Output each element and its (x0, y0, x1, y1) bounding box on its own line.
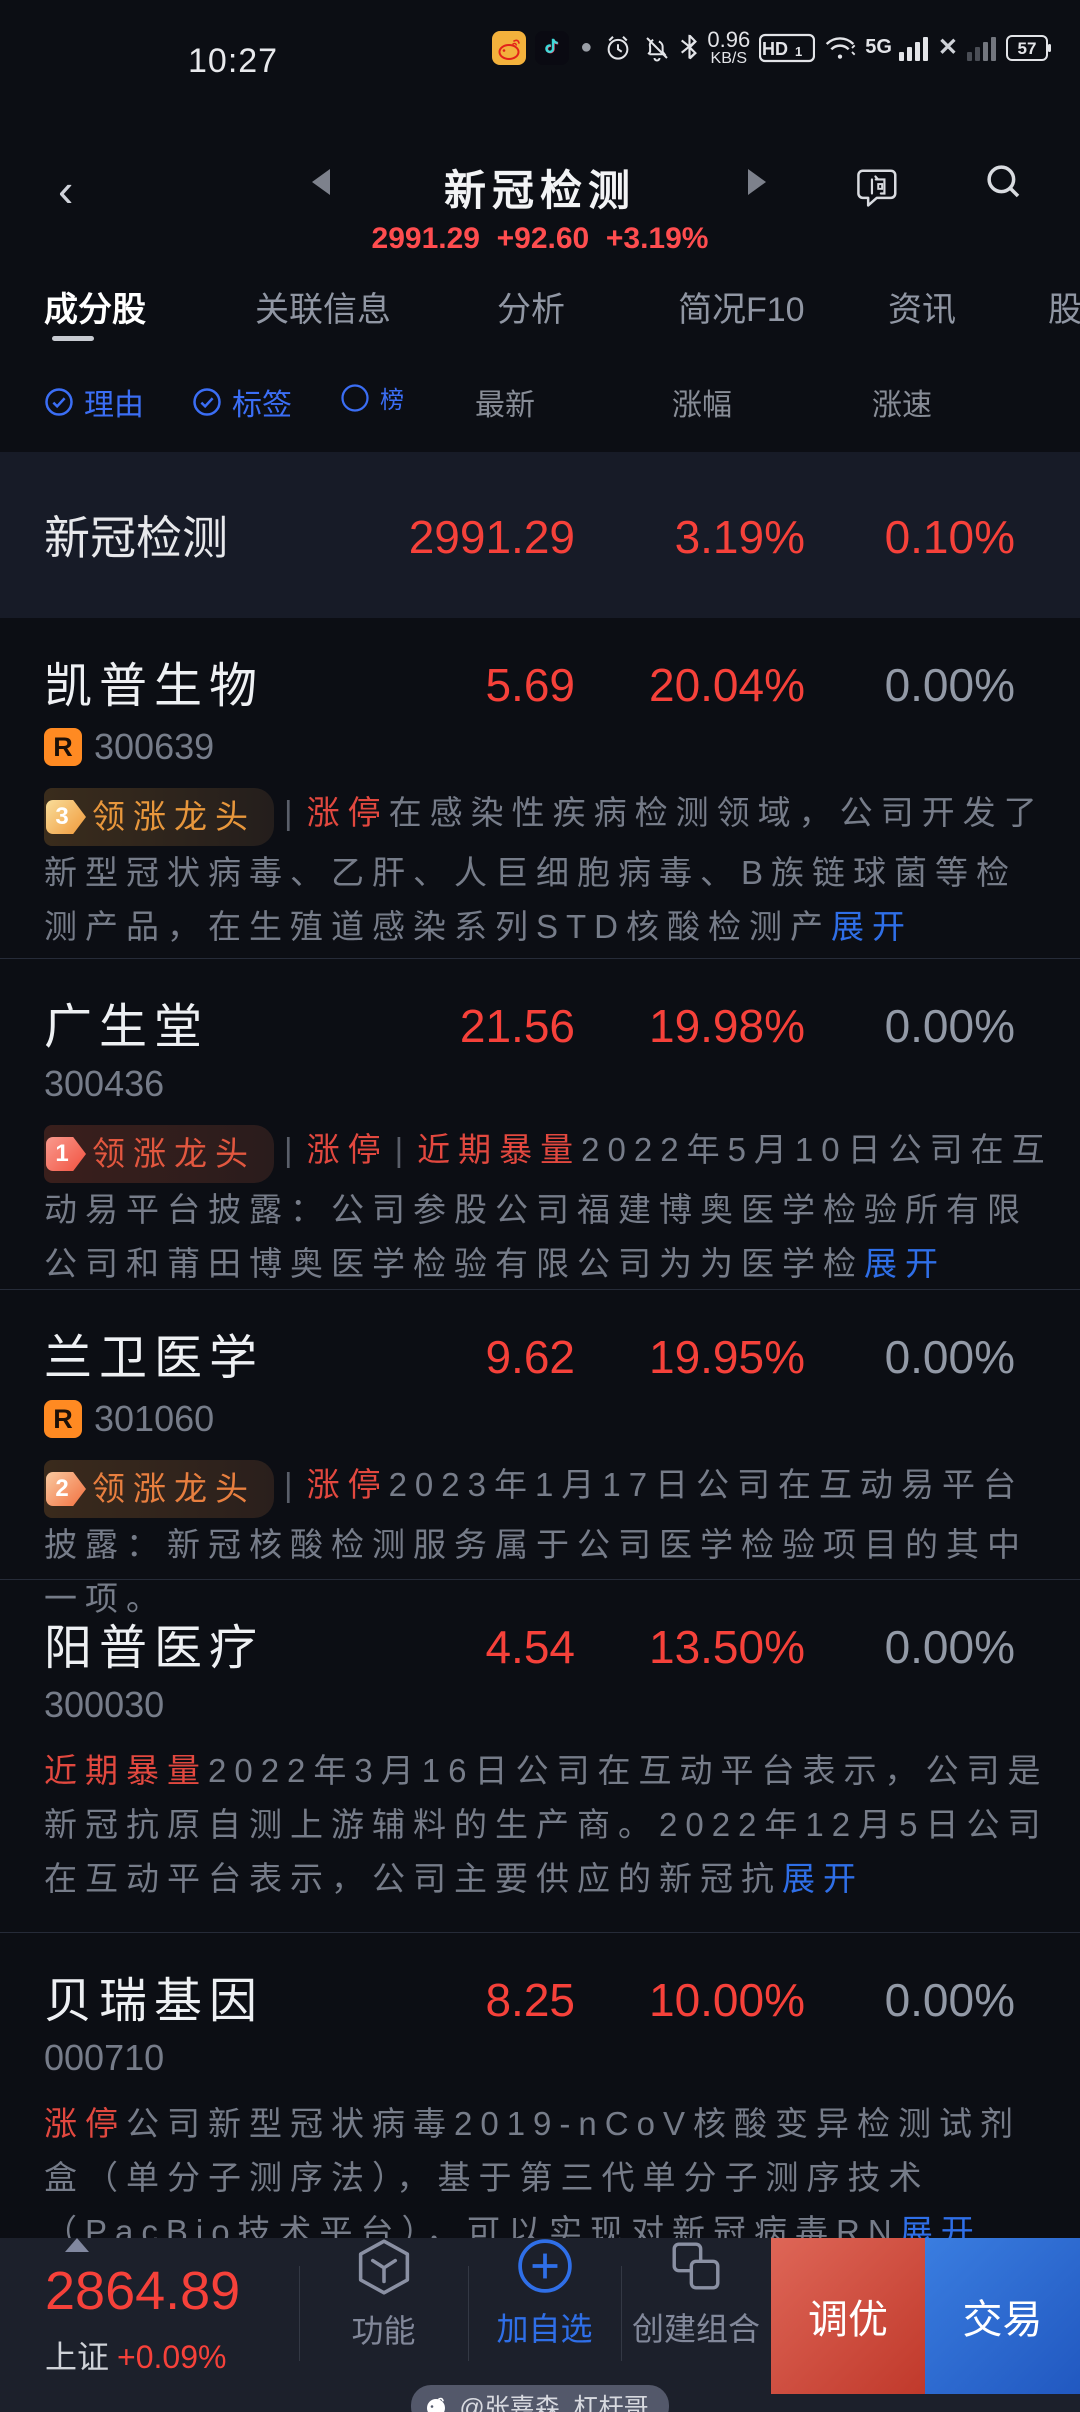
svg-text:1: 1 (795, 44, 802, 59)
svg-text:HD: HD (762, 39, 788, 59)
svg-text:57: 57 (1018, 39, 1037, 58)
